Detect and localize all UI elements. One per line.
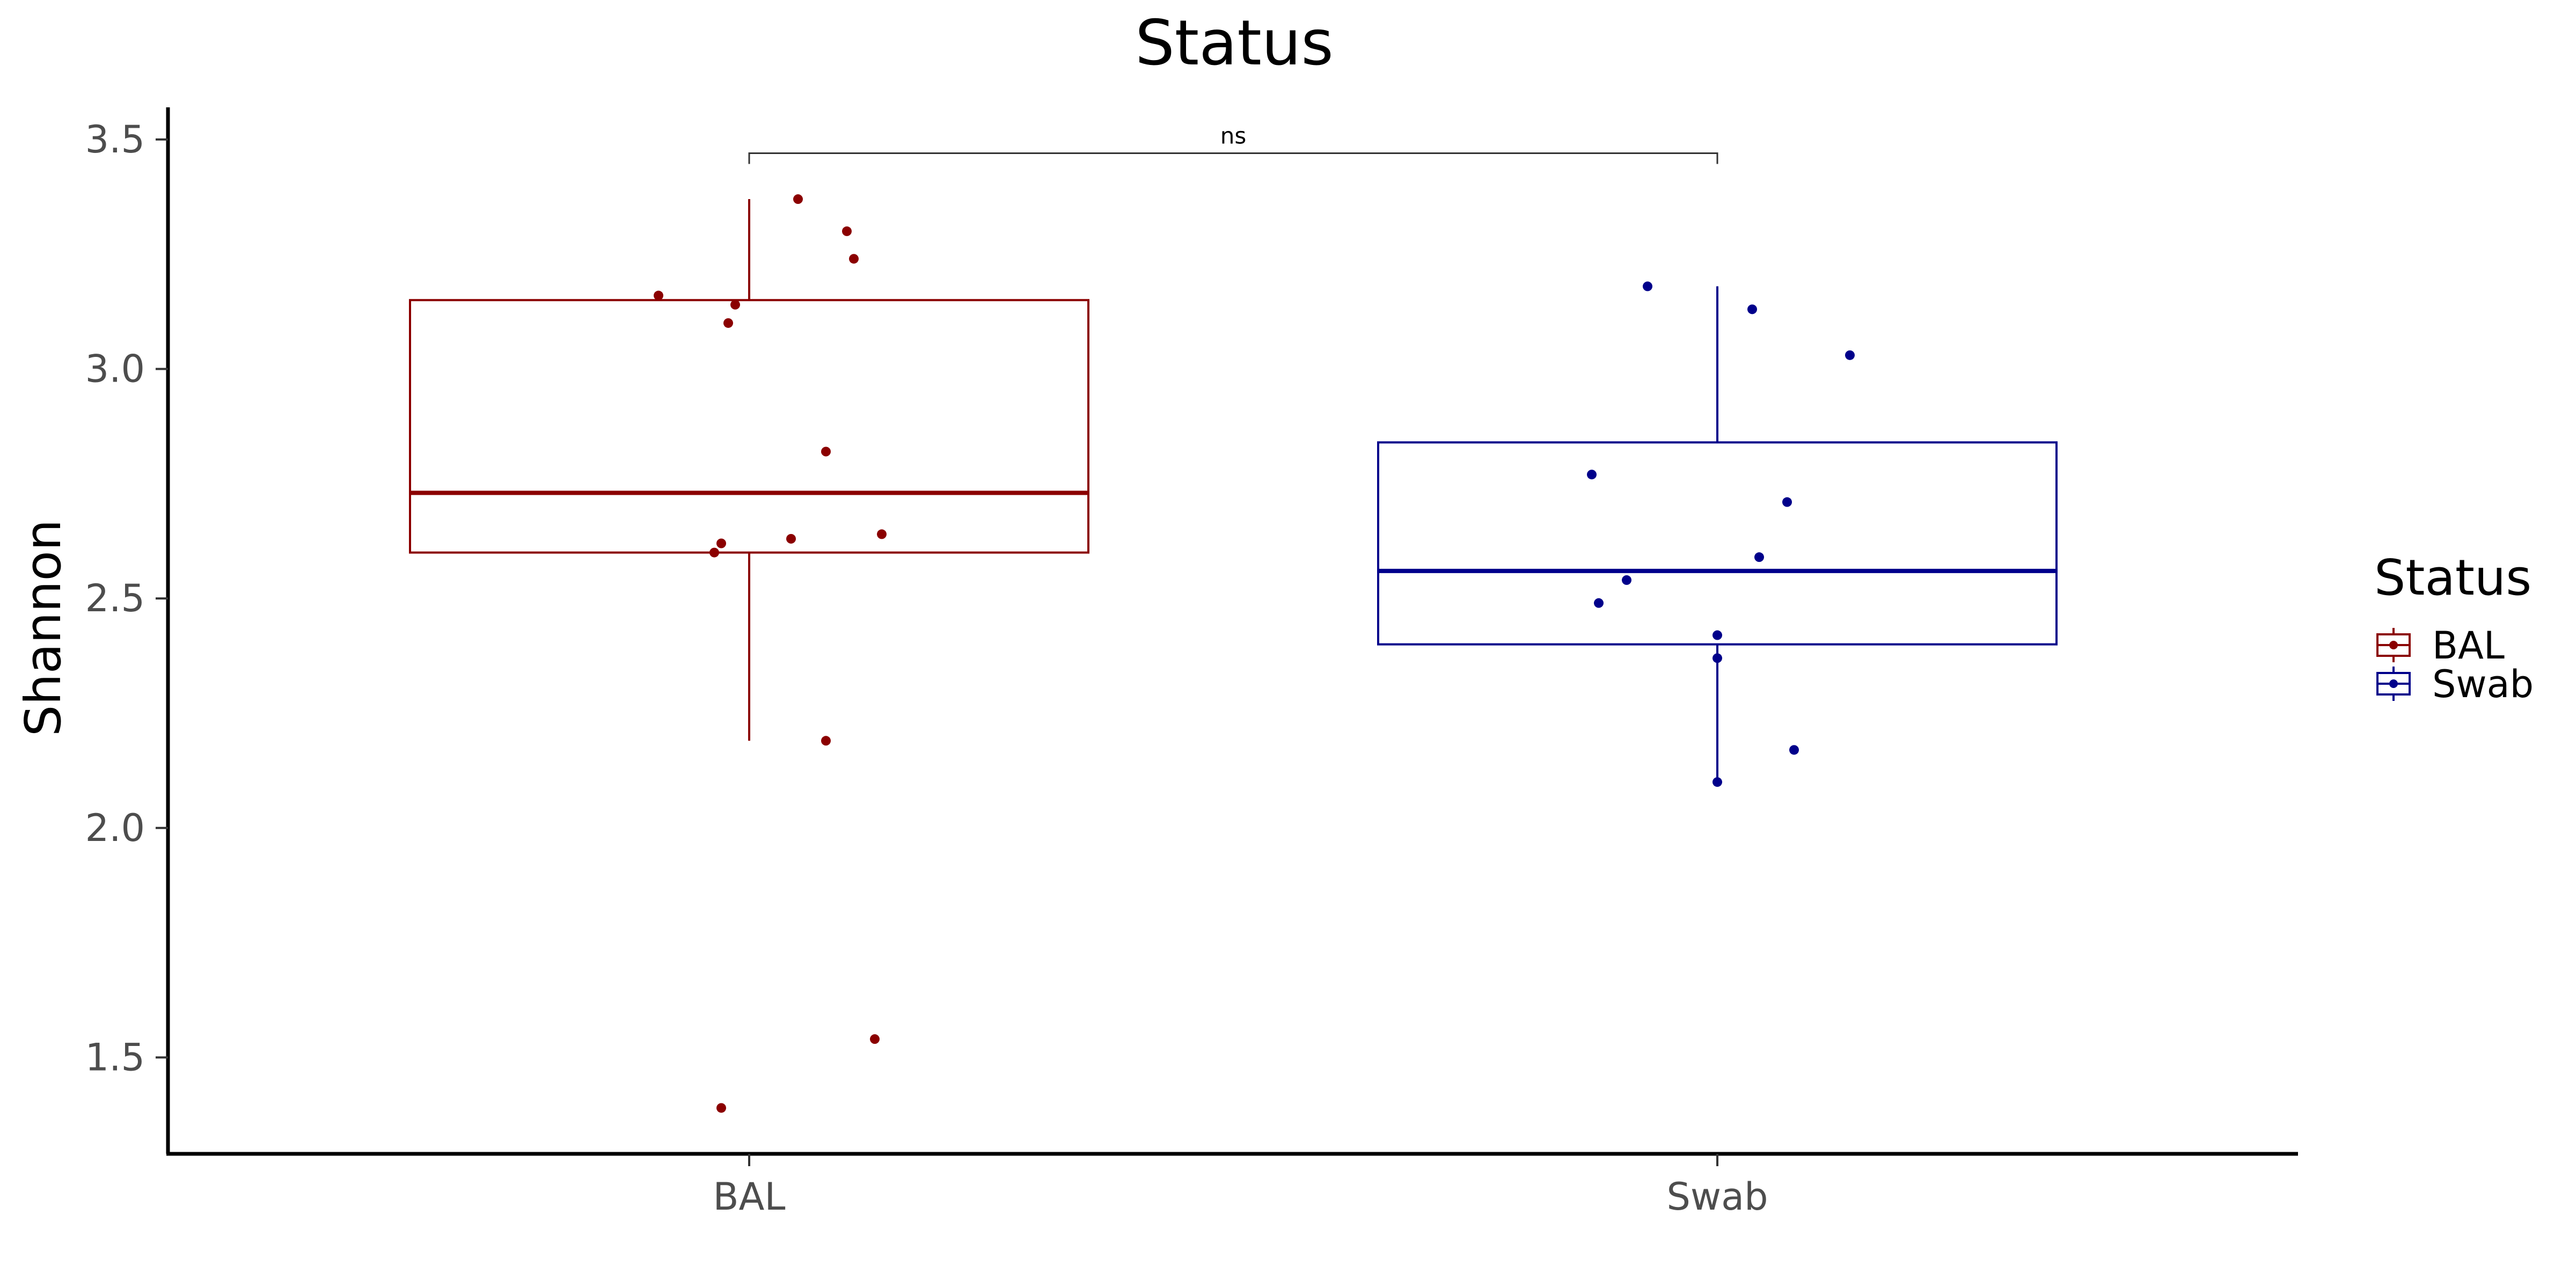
data-point	[842, 226, 852, 236]
data-point	[716, 1103, 726, 1113]
data-point	[730, 299, 740, 310]
data-point	[1713, 630, 1722, 640]
x-axis-ticks: BAL Swab	[713, 1154, 1768, 1219]
data-point	[723, 318, 733, 328]
significance-label: ns	[1220, 123, 1247, 149]
legend-key-point	[2389, 641, 2398, 649]
data-point	[1754, 552, 1764, 562]
data-point	[1747, 304, 1757, 314]
data-point	[709, 547, 719, 558]
bracket-line	[748, 152, 1718, 164]
y-tick-label: 3.0	[85, 347, 145, 391]
legend-label: BAL	[2432, 624, 2505, 668]
box-group-bal	[409, 194, 1089, 1113]
box-iqr	[1377, 441, 2058, 646]
data-point	[821, 447, 831, 457]
data-point	[1587, 470, 1597, 480]
data-point	[877, 529, 887, 539]
legend-label: Swab	[2432, 662, 2534, 706]
legend-key-point	[2389, 679, 2398, 688]
data-point	[1782, 497, 1792, 507]
y-tick-label: 1.5	[85, 1035, 145, 1079]
data-point	[786, 533, 796, 544]
data-point	[716, 538, 726, 548]
data-point	[1845, 350, 1855, 360]
data-point	[1594, 598, 1604, 608]
data-point	[821, 736, 831, 746]
data-point	[654, 290, 663, 301]
plot-area: ns	[409, 123, 2058, 1113]
data-point	[870, 1034, 880, 1044]
y-axis-title: Shannon	[14, 519, 72, 736]
chart-title: Status	[1135, 7, 1334, 79]
significance-bracket: ns	[748, 123, 1718, 164]
x-tick-label: Swab	[1666, 1175, 1768, 1219]
data-point	[849, 254, 859, 264]
y-axis-ticks: 1.5 2.0 2.5 3.0 3.5	[85, 118, 168, 1079]
legend-key-swab: Swab	[2376, 662, 2534, 706]
box-group-swab	[1377, 281, 2058, 787]
y-tick-label: 3.5	[85, 118, 145, 162]
data-point	[1643, 281, 1652, 291]
y-tick-label: 2.0	[85, 806, 145, 850]
legend-key-bal: BAL	[2376, 624, 2505, 668]
x-tick-label: BAL	[713, 1175, 786, 1219]
data-point	[1713, 777, 1722, 787]
y-tick-label: 2.5	[85, 576, 145, 620]
legend-title: Status	[2374, 549, 2531, 606]
data-point	[1713, 653, 1722, 663]
data-point	[793, 194, 803, 204]
data-point	[1789, 745, 1799, 755]
data-point	[1622, 575, 1631, 585]
box-iqr	[409, 299, 1089, 554]
